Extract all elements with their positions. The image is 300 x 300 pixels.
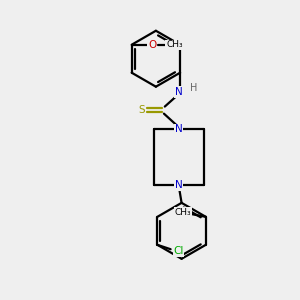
Text: CH₃: CH₃ (166, 40, 183, 49)
Text: N: N (175, 87, 182, 97)
Text: CH₃: CH₃ (175, 208, 191, 217)
Text: Cl: Cl (173, 246, 184, 256)
Text: N: N (175, 180, 182, 190)
Text: S: S (138, 105, 145, 115)
Text: O: O (148, 40, 156, 50)
Text: N: N (175, 124, 182, 134)
Text: H: H (190, 83, 197, 93)
